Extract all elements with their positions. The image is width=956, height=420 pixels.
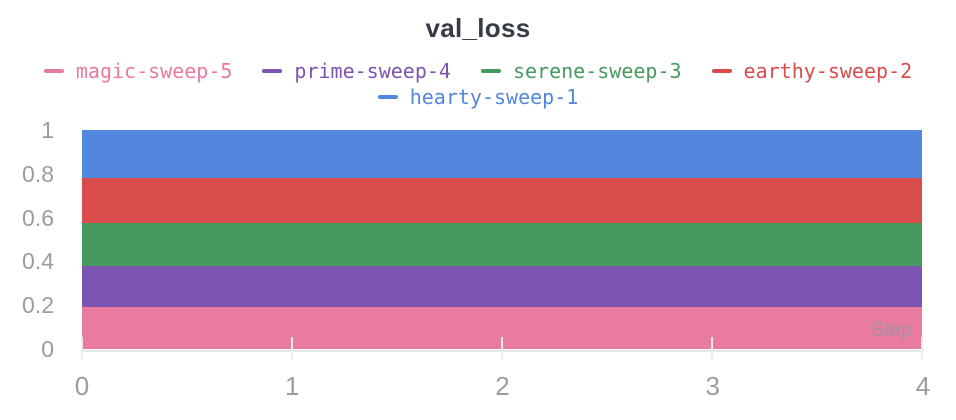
y-tick-label: 0 [41,336,54,362]
y-tick-label: 1 [41,117,54,143]
legend-label: earthy-sweep-2 [743,59,913,83]
y-tick-label: 0.8 [22,161,54,187]
x-tick-label: 2 [495,371,510,401]
legend-line-swatch [377,95,398,99]
plot-area[interactable]: Step [82,130,922,349]
y-tick-label: 0.6 [22,205,54,231]
series-band-prime-sweep-4 [82,265,922,308]
y-tick-label: 0.4 [22,248,54,274]
x-tick-mark [81,337,83,359]
legend-row-1: magic-sweep-5 prime-sweep-4 serene-sweep… [0,58,956,84]
legend-label: magic-sweep-5 [75,59,233,83]
legend-item-earthy-sweep-2[interactable]: earthy-sweep-2 [711,59,913,83]
legend-line-swatch [43,69,64,73]
series-band-serene-sweep-3 [82,223,922,266]
legend-label: prime-sweep-4 [294,59,451,83]
legend-item-hearty-sweep-1[interactable]: hearty-sweep-1 [377,85,579,109]
legend-line-swatch [262,69,283,73]
series-band-earthy-sweep-2 [82,178,922,224]
x-tick-label: 4 [915,371,931,401]
y-tick-label: 0.2 [22,292,54,318]
series-band-hearty-sweep-1 [82,130,922,179]
chart-title: val_loss [425,13,531,43]
x-tick-mark [711,337,713,359]
legend-label: serene-sweep-3 [512,59,682,83]
x-axis-title: Step [870,319,912,341]
x-tick-label: 3 [705,371,720,401]
legend-line-swatch [480,69,501,73]
legend-item-magic-sweep-5[interactable]: magic-sweep-5 [43,59,233,83]
legend: magic-sweep-5 prime-sweep-4 serene-sweep… [0,58,956,110]
legend-row-2: hearty-sweep-1 [0,84,956,110]
x-axis-labels: 0 1 2 3 4 [75,371,930,405]
legend-item-serene-sweep-3[interactable]: serene-sweep-3 [480,59,682,83]
x-tick-mark [921,337,923,359]
legend-item-prime-sweep-4[interactable]: prime-sweep-4 [262,59,451,83]
legend-line-swatch [711,69,732,73]
x-tick-label: 0 [74,371,90,401]
x-tick-label: 1 [285,371,300,401]
legend-label: hearty-sweep-1 [409,85,579,109]
x-tick-mark [291,337,293,359]
x-tick-mark [501,337,503,359]
